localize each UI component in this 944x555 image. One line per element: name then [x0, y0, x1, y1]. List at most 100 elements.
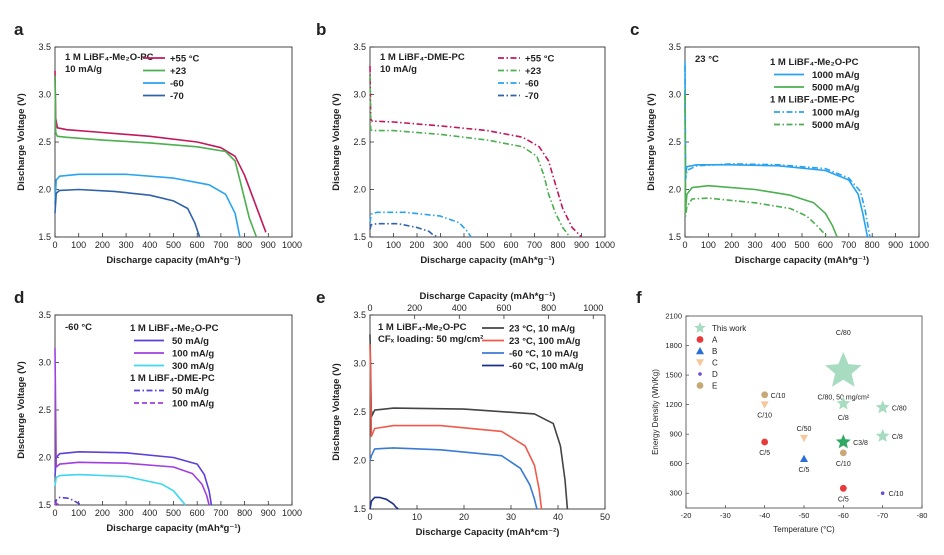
x-axis-label: Temperature (°C)	[773, 525, 835, 534]
y-tick-label: 2100	[665, 312, 682, 321]
data-point-9	[800, 434, 808, 443]
y-tick-label: 2.5	[353, 407, 366, 417]
series-line-0	[684, 61, 869, 238]
series-line-1	[684, 89, 838, 238]
y-tick-label: 3.0	[668, 90, 681, 100]
x-axis-label: Discharge Capacity (mAh*cm⁻²)	[416, 527, 560, 538]
y-tick-label: 3.5	[38, 42, 51, 52]
y-axis-label: Discharge Voltage (V)	[331, 93, 342, 191]
x-tick-label: 300	[119, 240, 134, 250]
x-tick-label: 700	[213, 508, 228, 518]
data-point-10	[760, 401, 769, 409]
top-x-tick-label: 0	[367, 303, 372, 313]
y-tick-label: 1.5	[353, 504, 366, 514]
x-tick-label: -50	[799, 511, 810, 520]
x-tick-label: 1000	[595, 240, 615, 250]
series-line-0	[54, 70, 267, 233]
x-axis-label: Discharge capacity (mAh*g⁻¹)	[106, 255, 240, 266]
x-tick-label: 400	[771, 240, 786, 250]
legend-label-1: 100 mA/g	[172, 349, 214, 360]
x-tick-label: 10	[412, 512, 422, 522]
legend-label-3: -70	[525, 91, 539, 102]
legend-group-title: 1 M LiBF₄-Me₂O-PC	[770, 57, 859, 68]
y-tick-label: 2.5	[38, 137, 51, 147]
y-tick-label: 2.0	[353, 185, 366, 195]
x-tick-label: 30	[506, 512, 516, 522]
series-line-1	[369, 75, 571, 238]
x-tick-label: -80	[917, 511, 928, 520]
series-line-0	[54, 450, 213, 506]
point-label-13: C/10	[836, 461, 851, 468]
data-point-6	[761, 438, 769, 446]
legend-label-0: This work	[712, 324, 747, 333]
point-label-9: C/50	[797, 426, 812, 433]
legend-marker-5	[696, 382, 704, 389]
data-point-2	[836, 396, 851, 410]
y-tick-label: 900	[669, 430, 682, 439]
point-label-1: C/80	[836, 330, 851, 337]
x-tick-label: 800	[237, 240, 252, 250]
x-tick-label: 900	[261, 508, 276, 518]
data-point-5	[835, 434, 851, 449]
panel-c: c 0 100 200 300 400 500 600 700 800 900 1000 1.5 2.0 2…	[630, 20, 929, 266]
panel-a: a 0 100 200 300 400 500 600 700 800 900 1000 1.5 2.0 2…	[14, 20, 302, 266]
x-tick-label: 700	[213, 240, 228, 250]
x-axis-label: Discharge capacity (mAh*g⁻¹)	[106, 523, 240, 534]
point-label-8: C/5	[799, 467, 810, 474]
legend-marker-4	[698, 372, 702, 376]
x-tick-label: 100	[71, 508, 86, 518]
series-line-0	[369, 65, 583, 238]
y-tick-label: 3.0	[38, 358, 51, 368]
point-label-2: C/8	[838, 415, 849, 422]
panel-tag: d	[14, 288, 24, 307]
data-point-4	[875, 428, 890, 442]
panel-tag: b	[316, 20, 326, 39]
legend-label-2: 300 mA/g	[172, 361, 214, 372]
legend-label-1: 5000 mA/g	[812, 83, 860, 94]
legend-group-title: 1 M LiBF₄-DME-PC	[770, 95, 855, 106]
x-tick-label: 900	[261, 240, 276, 250]
plot-frame	[685, 315, 923, 509]
panel-title-line: CFₓ loading: 50 mg/cm²	[378, 334, 483, 345]
plot-frame	[684, 46, 920, 238]
x-tick-label: -20	[681, 511, 692, 520]
y-tick-label: 3.0	[38, 90, 51, 100]
x-tick-label: 0	[682, 240, 687, 250]
legend-label-0: 1000 mA/g	[812, 70, 860, 81]
x-tick-label: 900	[574, 240, 589, 250]
panel-title-line: 1 M LiBF₄-DME-PC	[380, 52, 465, 63]
panel-title-line: 10 mA/g	[380, 64, 417, 75]
point-label-12: C/10	[771, 393, 786, 400]
top-x-tick-label: 600	[496, 303, 511, 313]
y-tick-label: 1.5	[353, 232, 366, 242]
top-x-tick-label: 800	[541, 303, 556, 313]
data-point-12	[761, 391, 769, 399]
legend-label-1: 23 °C, 100 mA/g	[509, 336, 581, 347]
x-tick-label: 300	[119, 508, 134, 518]
x-tick-label: 400	[142, 508, 157, 518]
y-axis-label: Discharge Voltage (V)	[331, 363, 342, 461]
point-label-10: C/10	[757, 413, 772, 420]
y-tick-label: 3.0	[353, 90, 366, 100]
data-point-7	[839, 484, 847, 492]
series-line-3	[54, 496, 82, 506]
x-tick-label: 400	[456, 240, 471, 250]
series-line-3	[369, 222, 439, 238]
y-tick-label: 2.0	[668, 185, 681, 195]
x-tick-label: -30	[720, 511, 731, 520]
legend-label-0: 23 °C, 10 mA/g	[509, 324, 575, 335]
y-axis-label: Discharge Voltage (V)	[16, 361, 27, 459]
panel-e: e 0 10 20 30 40 50 1.5 2.0 2.5 3.0 3.5 Discharge Cap…	[316, 288, 610, 538]
legend-label-3: C	[712, 359, 718, 368]
legend-label-2: -60 °C, 10 mA/g	[509, 349, 578, 360]
legend-label-2: 1000 mA/g	[812, 108, 860, 119]
point-label-11: C/10	[889, 491, 904, 498]
panel-title-line: -60 °C	[65, 322, 92, 333]
series-line-2	[369, 211, 472, 238]
point-label-5: C3/8	[853, 440, 868, 447]
panel-title-line: 23 °C	[695, 54, 719, 65]
legend-label-3: -70	[170, 91, 184, 102]
series-line-2	[54, 173, 241, 238]
panel-tag: c	[630, 20, 639, 39]
